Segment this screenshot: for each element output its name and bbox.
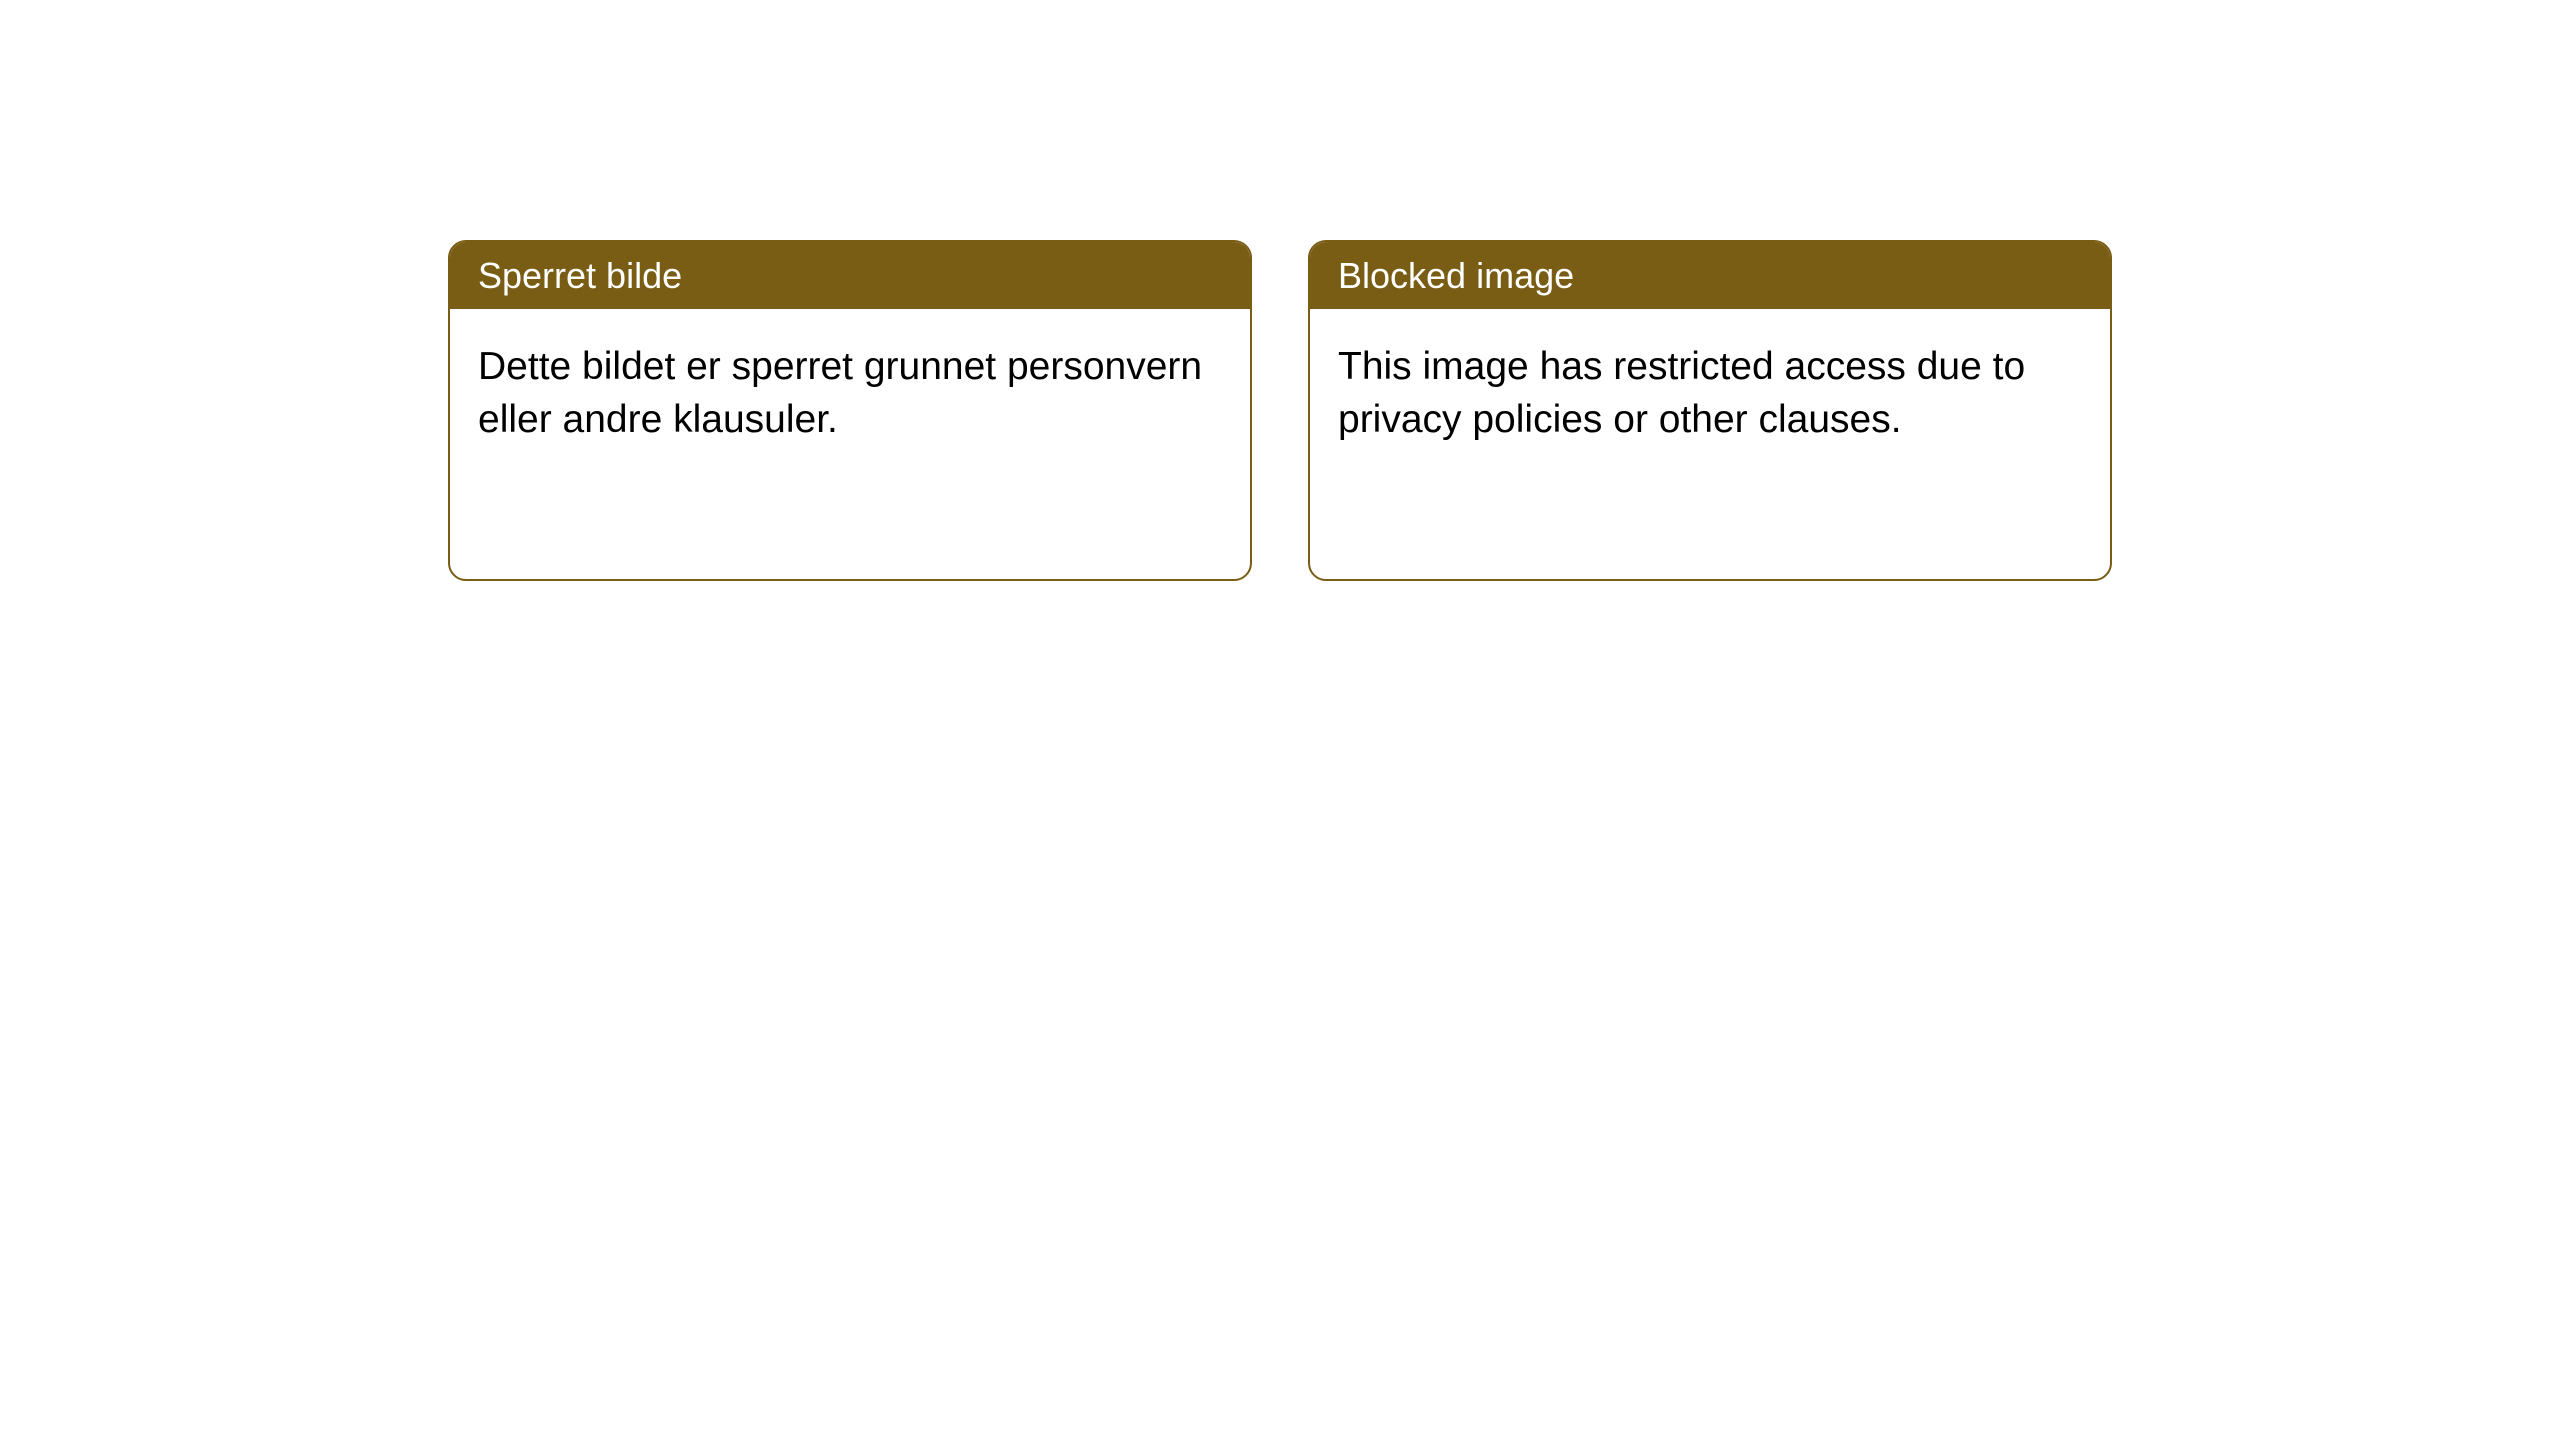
card-title: Blocked image bbox=[1338, 255, 1574, 296]
card-body: Dette bildet er sperret grunnet personve… bbox=[450, 309, 1250, 579]
card-message: Dette bildet er sperret grunnet personve… bbox=[478, 345, 1202, 441]
card-message: This image has restricted access due to … bbox=[1338, 345, 2025, 441]
card-title: Sperret bilde bbox=[478, 255, 682, 296]
notice-container: Sperret bilde Dette bildet er sperret gr… bbox=[0, 0, 2560, 581]
card-header: Blocked image bbox=[1310, 242, 2110, 309]
card-body: This image has restricted access due to … bbox=[1310, 309, 2110, 579]
notice-card-norwegian: Sperret bilde Dette bildet er sperret gr… bbox=[448, 240, 1252, 581]
notice-card-english: Blocked image This image has restricted … bbox=[1308, 240, 2112, 581]
card-header: Sperret bilde bbox=[450, 242, 1250, 309]
